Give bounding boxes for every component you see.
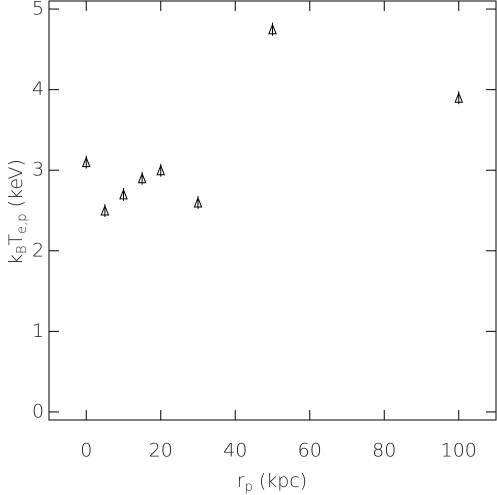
plot-frame	[48, 0, 497, 421]
x-label-part: r	[237, 470, 245, 492]
x-label-subscript: p	[245, 480, 253, 495]
y-label-part: T	[5, 233, 27, 245]
marker	[156, 164, 166, 176]
x-axis-label: rp (kpc)	[237, 470, 307, 495]
y-tick-label: 3	[32, 159, 44, 181]
y-label-subscript: e,p	[15, 213, 30, 233]
y-tick-label: 2	[32, 239, 44, 261]
x-label-part: (kpc)	[253, 470, 307, 492]
y-label-subscript: B	[15, 245, 30, 254]
y-label-part: k	[5, 254, 27, 265]
y-tick-label: 1	[32, 320, 44, 342]
marker	[100, 204, 110, 216]
y-tick-label: 4	[32, 78, 44, 100]
y-tick-label: 0	[32, 400, 44, 422]
marker	[193, 196, 203, 208]
marker	[137, 172, 147, 184]
x-tick-label: 20	[149, 440, 173, 462]
y-tick-label: 5	[32, 0, 44, 20]
marker	[119, 188, 128, 200]
y-axis-label: kBTe,p (keV)	[5, 159, 30, 265]
marker	[454, 91, 464, 103]
x-tick-label: 0	[80, 440, 92, 462]
marker	[81, 156, 91, 168]
y-label-part: (keV)	[5, 159, 27, 213]
marker	[268, 23, 277, 35]
x-tick-label: 60	[298, 440, 322, 462]
x-tick-label: 100	[441, 440, 477, 462]
x-tick-label: 40	[223, 440, 247, 462]
x-tick-label: 80	[372, 440, 396, 462]
